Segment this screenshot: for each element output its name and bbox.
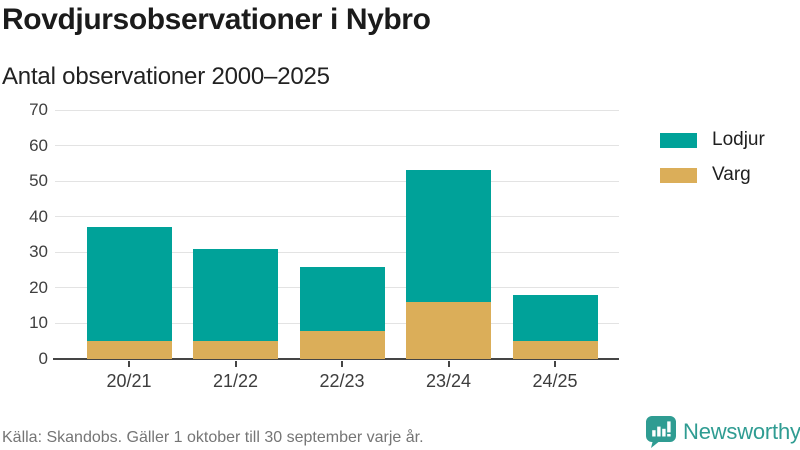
x-axis-tick (341, 360, 343, 367)
chart-subtitle: Antal observationer 2000–2025 (2, 63, 330, 90)
legend: Lodjur Varg (660, 129, 765, 186)
y-axis-tick-label: 40 (29, 206, 48, 226)
gridline-y30 (55, 251, 619, 253)
legend-label-lodjur: Lodjur (712, 129, 765, 150)
legend-swatch-lodjur (660, 132, 697, 148)
x-axis-tick-label-22/23: 22/23 (319, 371, 365, 391)
x-axis-tick-label-20/21: 20/21 (106, 371, 152, 391)
bar-segment-varg-22/23 (299, 330, 385, 359)
legend-label-varg: Varg (712, 164, 751, 185)
y-axis-tick-label: 10 (29, 313, 48, 333)
x-axis-tick (447, 360, 450, 367)
bar-segment-varg-20/21 (86, 341, 172, 359)
bar-20/21 (86, 227, 172, 359)
y-axis-tick-label: 30 (29, 242, 48, 262)
legend-item-varg: Varg (660, 164, 765, 186)
bar-21/22 (193, 248, 278, 359)
bar-24/25 (512, 294, 598, 359)
gridline-y40 (55, 216, 619, 218)
x-axis-tick-label-23/24: 23/24 (425, 371, 472, 391)
y-axis-tick-label: 0 (38, 349, 48, 368)
bar-segment-lodjur-23/24 (406, 170, 491, 303)
bar-segment-lodjur-22/23 (299, 266, 385, 331)
y-axis-tick-label: 70 (29, 100, 48, 119)
gridline-y50 (55, 180, 619, 182)
x-axis-tick-label-24/25: 24/25 (532, 371, 578, 391)
gridline-y70 (55, 109, 619, 111)
legend-swatch-varg (660, 167, 697, 183)
bar-segment-lodjur-20/21 (86, 227, 172, 342)
x-axis-tick (128, 360, 130, 367)
bar-segment-lodjur-21/22 (193, 248, 278, 342)
plot-area (53, 109, 619, 360)
newsworthy-icon (646, 416, 676, 448)
brand-name: Newsworthy (683, 418, 800, 444)
bar-22/23 (299, 266, 385, 359)
x-axis-tick (234, 360, 237, 367)
bar-segment-varg-23/24 (406, 302, 491, 359)
bar-segment-lodjur-24/25 (512, 294, 598, 342)
brand-logo: Newsworthy (645, 415, 800, 448)
source-note: Källa: Skandobs. Gäller 1 oktober till 3… (2, 429, 424, 446)
bar-segment-varg-24/25 (512, 341, 598, 359)
y-axis-tick-label: 50 (29, 171, 48, 191)
legend-item-lodjur: Lodjur (660, 129, 765, 151)
y-axis-tick-label: 20 (29, 277, 48, 297)
bar-segment-varg-21/22 (193, 341, 278, 359)
y-axis-tick-label: 60 (29, 135, 48, 155)
gridline-y60 (55, 145, 619, 147)
chart-title: Rovdjursobservationer i Nybro (2, 3, 431, 36)
bar-23/24 (406, 170, 491, 359)
x-axis-tick-label-21/22: 21/22 (212, 371, 259, 391)
x-axis-tick (554, 360, 556, 367)
